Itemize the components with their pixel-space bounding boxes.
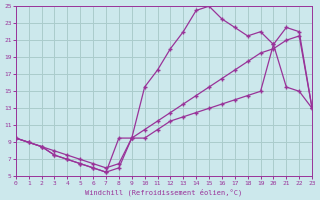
X-axis label: Windchill (Refroidissement éolien,°C): Windchill (Refroidissement éolien,°C) [85, 188, 243, 196]
